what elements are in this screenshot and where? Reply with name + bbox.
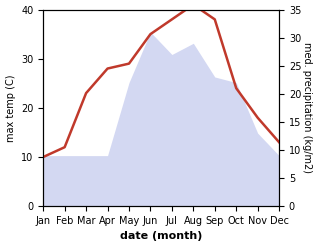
Y-axis label: max temp (C): max temp (C) (5, 74, 16, 142)
Y-axis label: med. precipitation (kg/m2): med. precipitation (kg/m2) (302, 42, 313, 173)
X-axis label: date (month): date (month) (120, 231, 202, 242)
